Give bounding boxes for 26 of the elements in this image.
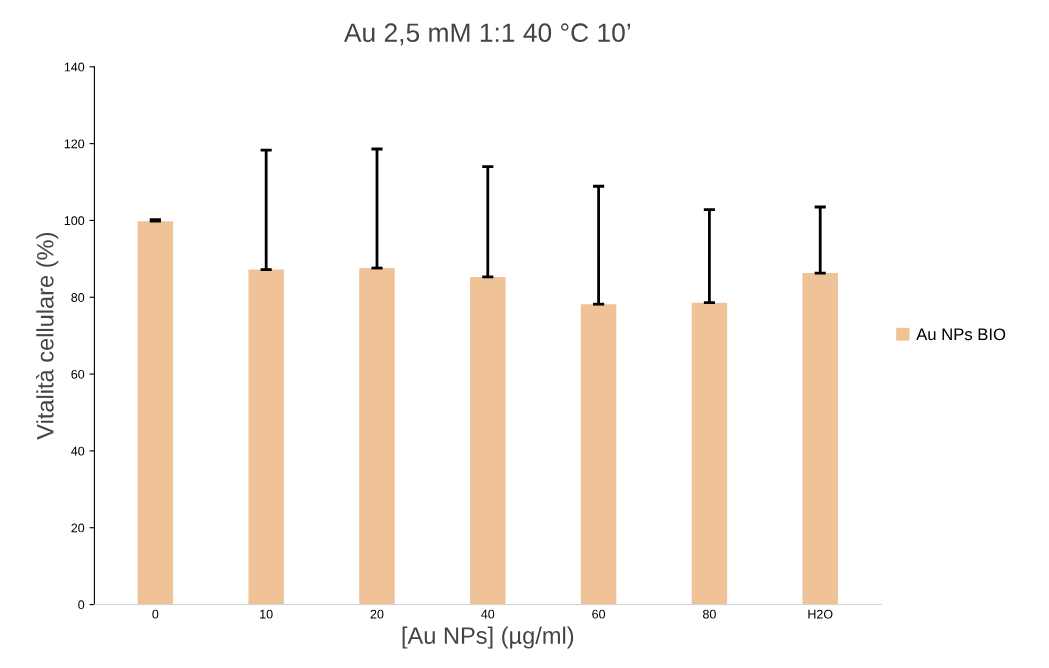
- x-tick-label: 10: [260, 609, 273, 619]
- chart-title: Au 2,5 mM 1:1 40 °C 10’: [343, 23, 631, 46]
- x-tick-label: H2O: [808, 609, 833, 619]
- bar: [470, 276, 506, 605]
- x-tick-label: 0: [152, 609, 159, 619]
- x-tick-label: 80: [703, 609, 716, 619]
- bar: [802, 273, 838, 605]
- y-tick-label: 140: [64, 62, 85, 72]
- y-tick-label: 20: [71, 523, 85, 533]
- bar: [248, 269, 284, 605]
- legend-label: Au NPs BIO: [916, 328, 1006, 341]
- y-tick-label: 80: [71, 293, 85, 302]
- x-tick-label: 20: [370, 609, 384, 619]
- y-tick-label: 120: [64, 139, 85, 149]
- x-tick-label: 40: [481, 609, 495, 619]
- x-axis-title: [Au NPs] (µg/ml): [402, 626, 574, 649]
- bar: [359, 268, 395, 605]
- y-tick-label: 100: [64, 216, 85, 226]
- bar: [580, 304, 617, 605]
- bar: [691, 302, 728, 605]
- bar: [137, 221, 174, 605]
- y-tick-label: 0: [78, 600, 85, 610]
- y-tick-label: 40: [71, 446, 85, 456]
- y-axis-title: Vitalità cellulare (%): [35, 233, 59, 440]
- x-tick-label: 60: [592, 609, 606, 619]
- y-tick-label: 60: [71, 369, 85, 379]
